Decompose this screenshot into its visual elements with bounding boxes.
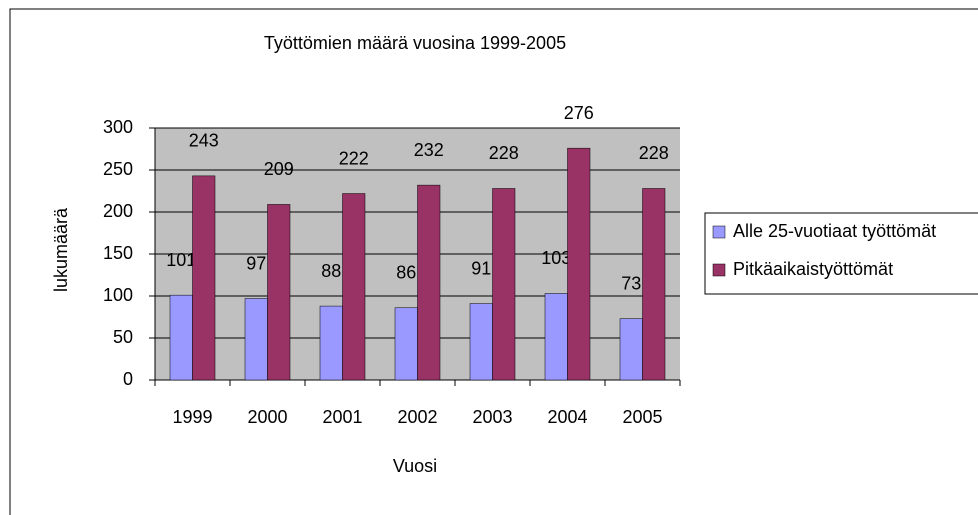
y-tick-label: 0 [123, 369, 133, 389]
bar [192, 175, 216, 381]
bar [394, 307, 418, 381]
data-label: 276 [564, 103, 594, 123]
data-label: 88 [321, 261, 341, 281]
data-label: 101 [166, 250, 196, 270]
y-axis-label: lukumäärä [51, 207, 71, 292]
bar [169, 294, 193, 381]
bar [492, 188, 516, 381]
bar [567, 147, 591, 381]
data-label: 73 [621, 273, 641, 293]
x-tick-label: 1999 [172, 407, 212, 427]
data-label: 103 [541, 248, 571, 268]
x-tick-label: 2002 [397, 407, 437, 427]
legend-swatch [712, 263, 726, 277]
x-tick-label: 2003 [472, 407, 512, 427]
data-label: 228 [489, 143, 519, 163]
bar [619, 318, 643, 381]
y-tick-label: 200 [103, 201, 133, 221]
x-tick-label: 2004 [547, 407, 587, 427]
x-tick-label: 2001 [322, 407, 362, 427]
data-label: 232 [414, 140, 444, 160]
legend-label: Alle 25-vuotiaat työttömät [733, 221, 936, 241]
y-tick-label: 50 [113, 327, 133, 347]
x-tick-label: 2000 [247, 407, 287, 427]
bar [244, 298, 268, 381]
x-axis-label: Vuosi [393, 456, 437, 476]
data-label: 243 [189, 131, 219, 151]
legend-box [704, 212, 978, 295]
data-label: 91 [471, 258, 491, 278]
bar [267, 204, 291, 381]
bar [642, 188, 666, 381]
legend-label: Pitkäaikaistyöttömät [733, 259, 893, 279]
y-tick-label: 100 [103, 285, 133, 305]
y-tick-label: 150 [103, 243, 133, 263]
y-tick-label: 300 [103, 117, 133, 137]
legend-swatch [712, 225, 726, 239]
y-tick-label: 250 [103, 159, 133, 179]
data-label: 97 [246, 253, 266, 273]
bar [319, 305, 343, 381]
bar [469, 303, 493, 381]
data-label: 222 [339, 148, 369, 168]
data-label: 228 [639, 143, 669, 163]
x-tick-label: 2005 [622, 407, 662, 427]
chart-title: Työttömien määrä vuosina 1999-2005 [264, 33, 566, 53]
bar [417, 184, 441, 381]
data-label: 209 [264, 159, 294, 179]
bar [544, 293, 568, 381]
bar [342, 193, 366, 381]
data-label: 86 [396, 263, 416, 283]
